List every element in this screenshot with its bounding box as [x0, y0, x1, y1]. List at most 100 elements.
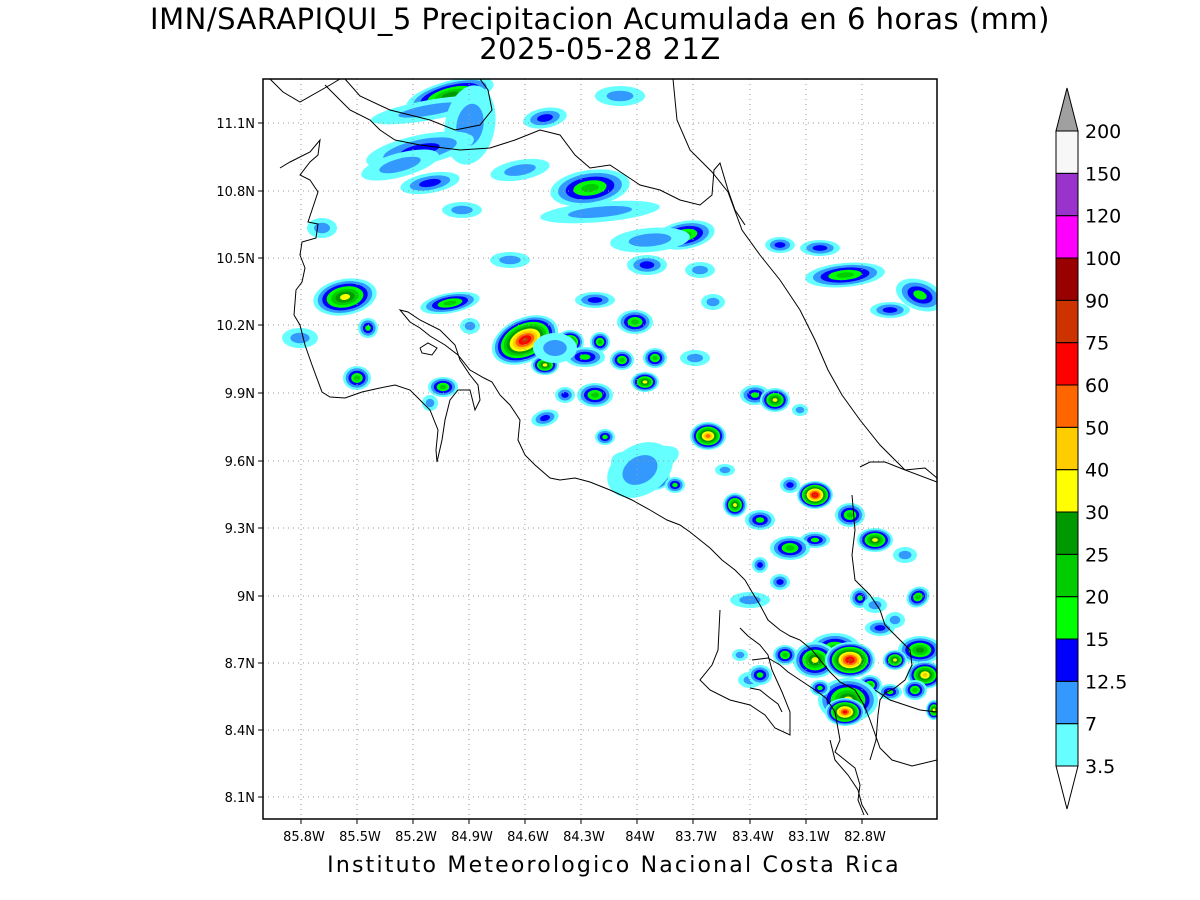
colorbar-label: 30: [1085, 502, 1109, 524]
precip-cell: [765, 237, 795, 253]
precipitation-field: [282, 79, 937, 726]
colorbar-swatch: [1055, 384, 1079, 428]
precip-contour: [499, 255, 521, 265]
precip-contour: [619, 357, 625, 363]
colorbar-label: 7: [1085, 714, 1097, 736]
precip-contour: [419, 178, 441, 188]
precip-contour: [757, 562, 763, 568]
precip-cell: [745, 510, 775, 530]
precip-contour: [874, 625, 886, 631]
precip-cell: [825, 698, 865, 726]
lat-tick-label: 10.5N: [216, 252, 255, 267]
precip-cell: [885, 612, 905, 628]
precip-contour: [795, 406, 805, 414]
precip-contour: [425, 398, 435, 408]
precip-cell: [701, 294, 725, 310]
precip-cell: [607, 442, 673, 498]
precip-cell: [793, 642, 837, 678]
precip-cell: [540, 200, 660, 224]
colorbar-swatch: [1055, 638, 1079, 682]
coastline-chiriqui: [874, 689, 937, 713]
precip-contour: [439, 384, 447, 390]
footer-credit: Instituto Meteorologico Nacional Costa R…: [327, 853, 901, 878]
graticule: [263, 79, 937, 819]
colorbar-min-arrow: [1055, 765, 1079, 810]
precip-cell: [523, 107, 567, 129]
precip-contour: [540, 414, 550, 422]
precip-contour: [776, 579, 784, 585]
precip-contour: [735, 651, 745, 659]
precip-contour: [898, 550, 912, 560]
precip-cell: [773, 645, 797, 665]
precip-cell: [800, 240, 840, 256]
colorbar-swatch: [1055, 130, 1079, 174]
colorbar-label: 90: [1085, 290, 1109, 312]
map-plot-area: 11.1N 10.8N 10.5N 10.2N 9.9N 9.6N 9.3N 9N 8.7N 8.…: [216, 78, 938, 845]
precip-contour: [579, 354, 591, 360]
precip-cell: [870, 302, 910, 318]
lon-tick-label: 83.4W: [732, 830, 774, 845]
precip-cell: [732, 649, 748, 661]
precip-contour: [755, 517, 765, 523]
chart-timestamp: 2025-05-28 21Z: [479, 32, 721, 66]
precip-contour: [811, 657, 819, 663]
precip-cell: [617, 310, 653, 334]
colorbar-label: 75: [1085, 333, 1109, 355]
lat-tick-label: 9.6N: [225, 455, 255, 470]
coastline-osa-inner: [749, 687, 783, 713]
precip-cell: [748, 665, 772, 685]
lon-tick-label: 83.1W: [788, 830, 830, 845]
precip-contour: [687, 353, 703, 363]
colorbar-label: 15: [1085, 629, 1109, 651]
precip-cell: [857, 528, 893, 552]
precip-cell: [643, 348, 667, 368]
precip-cell: [490, 252, 530, 268]
map-frame: [262, 78, 938, 820]
border-panama: [851, 494, 913, 761]
precip-cell: [906, 586, 930, 608]
precip-cell: [723, 493, 747, 517]
precip-cell: [926, 700, 937, 720]
colorbar-swatch: [1055, 299, 1079, 344]
precip-contour: [631, 319, 639, 325]
precip-contour: [915, 594, 921, 600]
precip-cell: [780, 477, 800, 493]
precip-cell: [685, 262, 715, 278]
colorbar-label: 200: [1085, 121, 1121, 143]
precip-cell: [665, 477, 685, 493]
precip-cell: [805, 262, 885, 288]
precip-cell: [400, 171, 460, 195]
lat-tick-label: 9.3N: [225, 522, 255, 537]
precip-contour: [602, 434, 608, 440]
precip-contour: [606, 90, 634, 102]
precip-contour: [568, 206, 632, 218]
precip-cell: [460, 318, 480, 334]
latitude-axis: 11.1N 10.8N 10.5N 10.2N 9.9N 9.6N 9.3N 9N 8.7N 8.…: [216, 117, 263, 806]
precip-cell: [631, 372, 659, 392]
lat-tick-label: 10.2N: [216, 319, 255, 334]
precip-cell: [422, 395, 438, 411]
precip-cell: [610, 350, 634, 370]
precip-contour: [836, 272, 854, 278]
colorbar-label: 120: [1085, 206, 1121, 228]
precip-contour: [912, 687, 918, 693]
precip-contour: [922, 673, 928, 677]
chart-title: IMN/SARAPIQUI_5 Precipitacion Acumulada …: [150, 2, 1050, 36]
precip-contour: [847, 658, 853, 662]
colorbar-swatch: [1055, 680, 1079, 725]
precip-cell: [358, 318, 378, 338]
precip-cell: [282, 328, 318, 348]
coastline-nicaragua-lake: [269, 79, 341, 103]
colorbar-label: 60: [1085, 375, 1109, 397]
precip-contour: [591, 392, 599, 398]
precip-contour: [857, 595, 863, 601]
lat-tick-label: 9.9N: [225, 387, 255, 402]
lon-tick-label: 82.8W: [844, 830, 886, 845]
colorbar-swatch: [1055, 257, 1079, 301]
precip-contour: [652, 355, 658, 361]
precip-cell: [420, 291, 480, 315]
precip-contour: [893, 658, 897, 662]
precip-contour: [672, 482, 678, 488]
precip-contour: [597, 339, 603, 345]
